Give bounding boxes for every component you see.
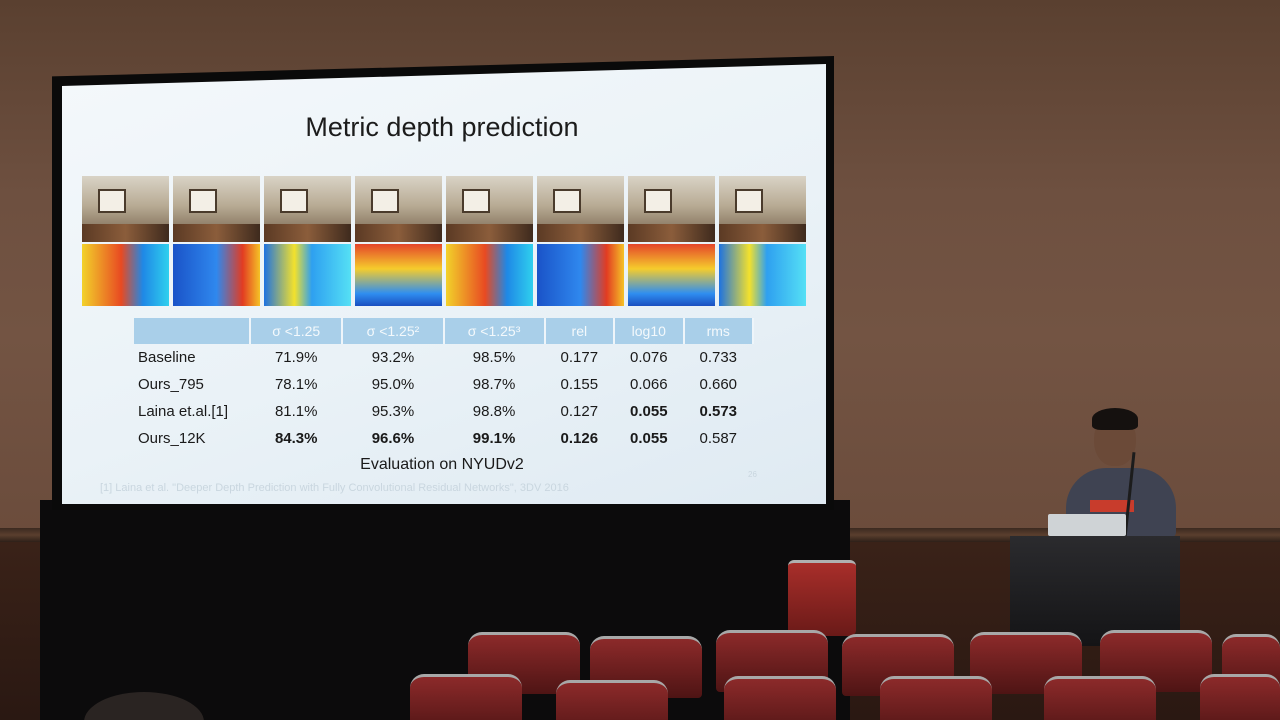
table-header-row: σ <1.25 σ <1.25² σ <1.25³ rel log10 rms (134, 318, 755, 344)
rgb-image (446, 176, 533, 242)
chair (724, 676, 836, 720)
table-cell: 0.126 (560, 430, 599, 447)
presenter-shirt-logo (1090, 500, 1134, 512)
table-cell: 78.1% (274, 376, 318, 393)
depth-map (264, 244, 351, 306)
rgb-image (82, 176, 169, 242)
citation-footnote: [1] Laina et al. "Deeper Depth Predictio… (100, 482, 569, 494)
depth-map (446, 244, 533, 306)
table-cell: 0.055 (630, 403, 668, 420)
table-header-corner (134, 318, 251, 344)
table-header: σ <1.25 (250, 318, 344, 344)
table-cell: 93.2% (371, 349, 415, 366)
chair (410, 674, 522, 720)
table-header: σ <1.25² (342, 318, 445, 344)
depth-map (173, 244, 260, 306)
table-cell: 98.8% (472, 403, 516, 420)
table-cell: 0.587 (699, 430, 738, 447)
table-row: Laina et.al.[1] 81.1% 95.3% 98.8% 0.127 … (134, 398, 753, 425)
chair (556, 680, 668, 720)
depth-map (628, 244, 715, 306)
laptop (1048, 514, 1126, 536)
rgb-image (719, 176, 806, 242)
rgb-image (355, 176, 442, 242)
chair (788, 560, 856, 636)
depth-map-row (82, 244, 806, 306)
table-cell: 0.573 (699, 403, 738, 420)
table-cell: 98.5% (472, 349, 516, 366)
depth-map (355, 244, 442, 306)
table-row: Ours_795 78.1% 95.0% 98.7% 0.155 0.066 0… (134, 371, 753, 398)
table-row: Baseline 71.9% 93.2% 98.5% 0.177 0.076 0… (134, 344, 753, 371)
table-cell: 0.155 (560, 376, 599, 393)
rgb-image (628, 176, 715, 242)
table-cell: 0.733 (699, 349, 738, 366)
chair (880, 676, 992, 720)
table-row: Ours_12K 84.3% 96.6% 99.1% 0.126 0.055 0… (134, 425, 753, 452)
rgb-image (173, 176, 260, 242)
depth-map (537, 244, 624, 306)
chair (1200, 674, 1280, 720)
slide-title: Metric depth prediction (305, 112, 579, 142)
table-header: rms (683, 318, 755, 344)
table-cell: 0.055 (630, 430, 668, 447)
table-caption: Evaluation on NYUDv2 (360, 456, 524, 473)
table-cell: 0.660 (699, 376, 738, 393)
table-cell: 84.3% (274, 430, 318, 447)
table-cell: 95.0% (371, 376, 415, 393)
podium (1010, 536, 1180, 646)
table-cell: 71.9% (274, 349, 318, 366)
slide: Metric depth prediction σ <1.25 σ <1.25²… (62, 64, 826, 504)
table-cell: 99.1% (472, 430, 516, 447)
slide-number: 26 (748, 470, 757, 479)
table-cell: 0.177 (560, 349, 599, 366)
presenter-hair (1092, 408, 1138, 430)
table-header: log10 (614, 318, 685, 344)
table-cell: 0.127 (560, 403, 599, 420)
table-cell: 95.3% (371, 403, 415, 420)
method-name: Baseline (138, 349, 196, 366)
results-table: σ <1.25 σ <1.25² σ <1.25³ rel log10 rms … (134, 318, 755, 452)
table-cell: 81.1% (274, 403, 318, 420)
table-header: σ <1.25³ (443, 318, 546, 344)
method-name: Laina et.al.[1] (138, 403, 229, 420)
rgb-image (537, 176, 624, 242)
depth-map (82, 244, 169, 306)
method-name: Ours_12K (138, 430, 206, 447)
table-cell: 96.6% (371, 430, 415, 447)
table-cell: 98.7% (472, 376, 516, 393)
chair (1044, 676, 1156, 720)
rgb-image-row (82, 176, 806, 242)
method-name: Ours_795 (138, 376, 204, 393)
table-cell: 0.076 (630, 349, 668, 366)
rgb-image (264, 176, 351, 242)
table-header: rel (544, 318, 616, 344)
table-cell: 0.066 (630, 376, 668, 393)
depth-map (719, 244, 806, 306)
